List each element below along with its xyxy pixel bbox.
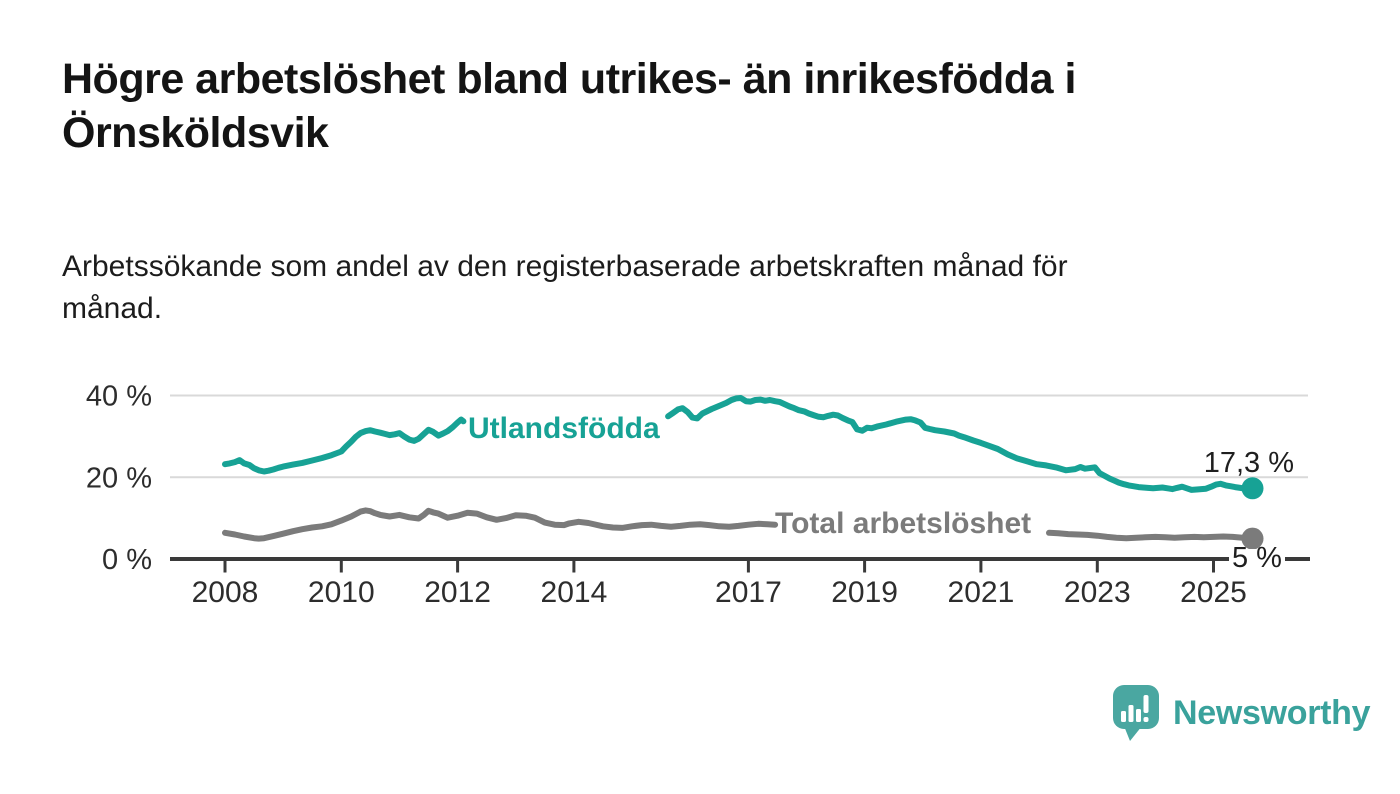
series-end-value-label-utlandsfodda: 17,3 % (1204, 447, 1294, 479)
x-axis-label: 2012 (424, 576, 491, 609)
x-axis-label: 2014 (541, 576, 608, 609)
x-axis-label: 2021 (948, 576, 1015, 609)
series-line-total-arbetsloshet (1046, 529, 1256, 542)
x-axis-label: 2023 (1064, 576, 1131, 609)
series-inline-label-total-arbetsloshet: Total arbetslöshet (775, 507, 1031, 540)
series-line-total-arbetsloshet (222, 507, 779, 542)
brand-footer: Newsworthy (1112, 684, 1371, 742)
x-axis-label: 2010 (308, 576, 375, 609)
series-end-dot-utlandsfodda (1241, 477, 1264, 500)
series-end-value-label-total-arbetsloshet: 5 % (1232, 542, 1282, 574)
series-line-utlandsfodda (222, 416, 467, 475)
y-axis-label: 20 % (86, 462, 152, 494)
page-subtitle: Arbetssökande som andel av den registerb… (62, 250, 1068, 325)
series-inline-label-utlandsfodda: Utlandsfödda (468, 412, 660, 445)
x-axis-label: 2017 (715, 576, 782, 609)
newsworthy-logo-icon (1113, 685, 1159, 741)
series-line-utlandsfodda (665, 395, 1256, 493)
brand-name: Newsworthy (1173, 693, 1371, 732)
page-title: Högre arbetslöshet bland utrikes- än inr… (62, 55, 1076, 157)
end-label-backdrop (1229, 549, 1285, 573)
series-end-dot-total-arbetsloshet (1241, 527, 1264, 550)
y-axis-label: 40 % (86, 381, 152, 413)
x-axis-label: 2019 (831, 576, 898, 609)
x-axis-label: 2025 (1180, 576, 1247, 609)
x-axis-label: 2008 (192, 576, 259, 609)
y-axis-label: 0 % (102, 544, 152, 576)
